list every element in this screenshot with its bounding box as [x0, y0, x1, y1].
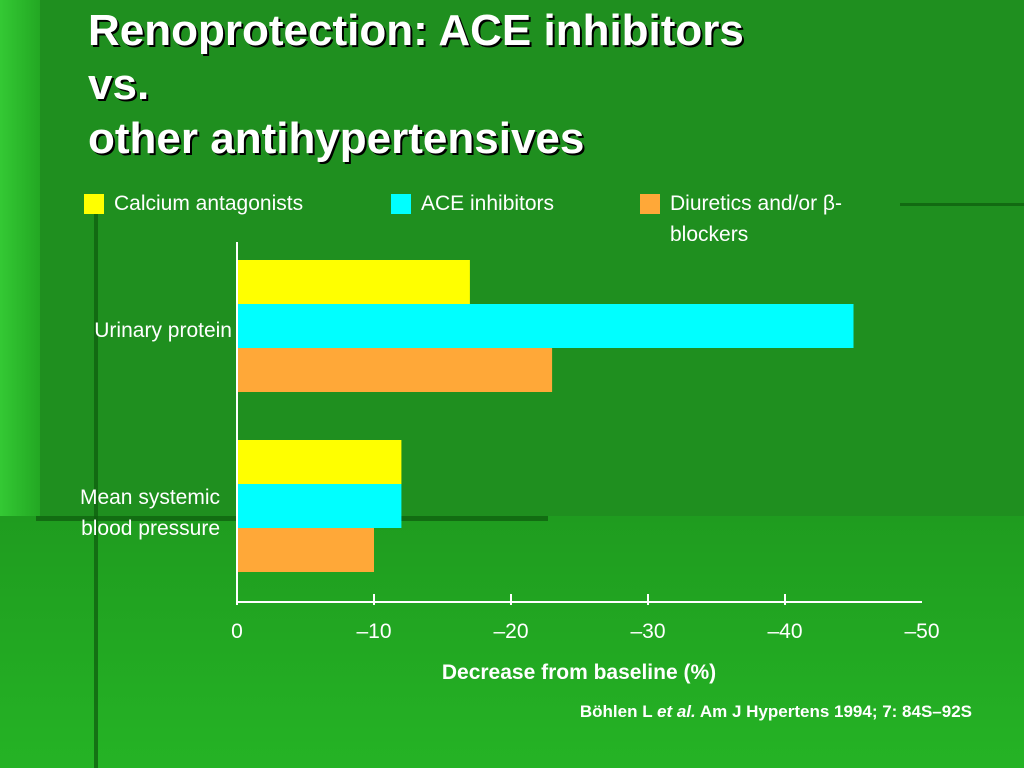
citation-authors: Böhlen L [579, 702, 657, 721]
category-label-urinary-protein: Urinary protein [94, 319, 232, 342]
x-tick-label: –20 [493, 620, 529, 643]
bar-ace-urinary-protein [237, 304, 854, 348]
bar-diuretics-urinary-protein [237, 348, 553, 392]
legend-item-ace: ACE inhibitors [391, 192, 554, 219]
x-tick-label: –40 [767, 620, 803, 643]
category-label-mean-bp: Mean systemic blood pressure [79, 486, 220, 540]
legend-label-diuretics: Diuretics and/or β-blockers [670, 192, 842, 246]
citation: Böhlen L et al. Am J Hypertens 1994; 7: … [580, 702, 972, 722]
x-tick-label: –30 [630, 620, 666, 643]
legend-swatch-ace [391, 194, 411, 214]
x-tick-label: 0 [231, 620, 243, 643]
x-tick-label: –10 [356, 620, 392, 643]
background-line [94, 205, 98, 768]
title-line-1: Renoprotection: ACE inhibitors [88, 6, 744, 55]
legend-item-diuretics: Diuretics and/or β-blockers [640, 192, 910, 250]
bar-diuretics-mean-bp [237, 528, 374, 572]
slide-title: Renoprotection: ACE inhibitors vs. other… [88, 4, 744, 166]
bar-calcium-mean-bp [237, 440, 402, 484]
title-line-2: vs. [88, 60, 150, 109]
x-axis-title: Decrease from baseline (%) [441, 661, 717, 684]
bar-ace-mean-bp [237, 484, 402, 528]
legend-label-ace: ACE inhibitors [421, 192, 555, 215]
citation-et-al: et al. [657, 702, 696, 721]
x-tick-label: –50 [904, 620, 940, 643]
legend-swatch-diuretics [640, 194, 660, 214]
title-line-3: other antihypertensives [88, 114, 585, 163]
legend-label-calcium: Calcium antagonists [114, 192, 304, 215]
background-line [900, 203, 1024, 206]
citation-reference: Am J Hypertens 1994; 7: 84S–92S [695, 702, 972, 721]
background-lower-band [0, 516, 1024, 768]
legend-swatch-calcium [84, 194, 104, 214]
bar-calcium-urinary-protein [237, 260, 470, 304]
legend-item-calcium: Calcium antagonists [84, 192, 303, 219]
